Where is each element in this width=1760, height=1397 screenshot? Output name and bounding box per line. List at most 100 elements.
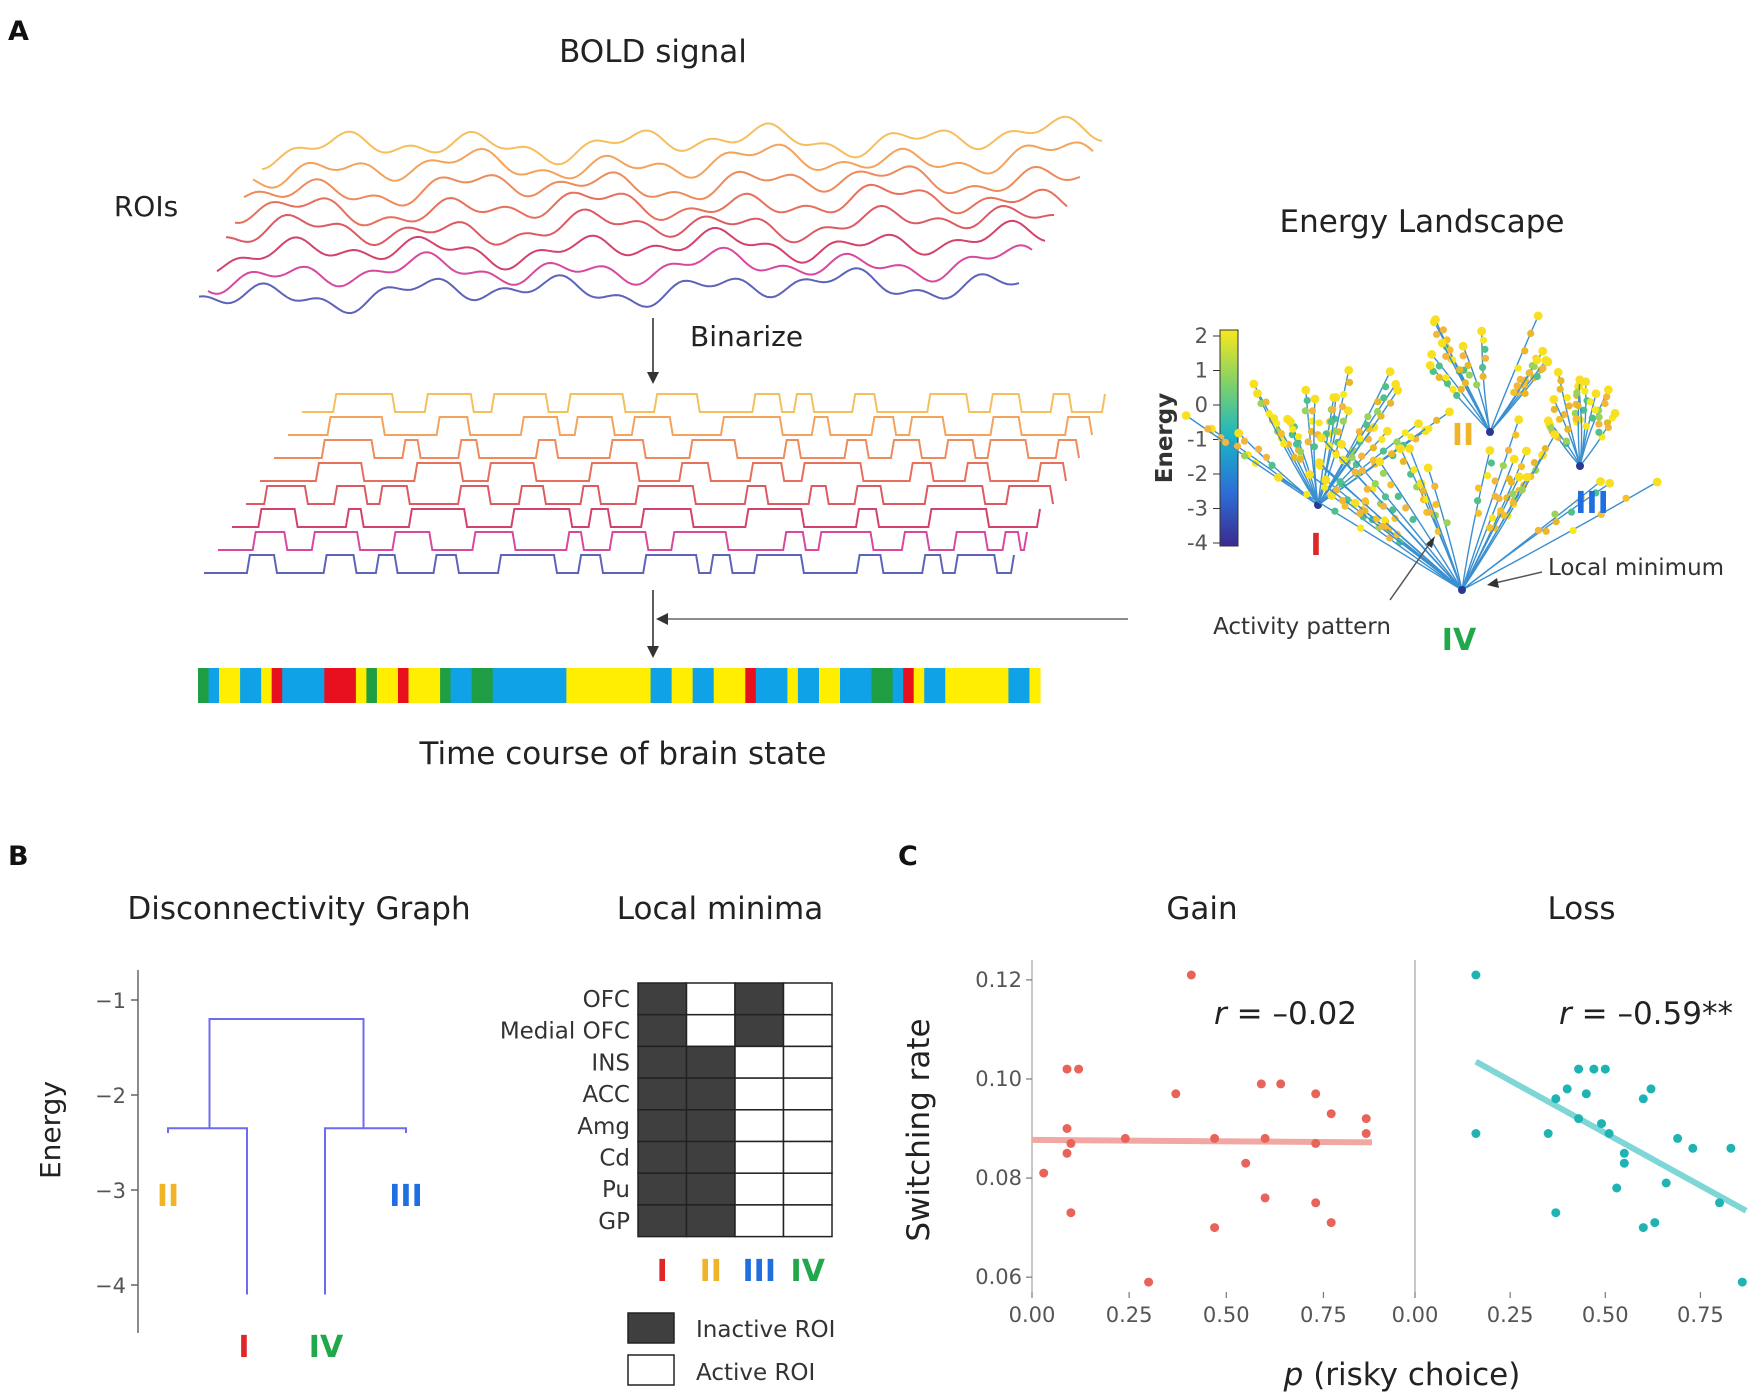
leaf-label-ii: II <box>157 1179 179 1214</box>
local-minima-title: Local minima <box>617 891 823 927</box>
data-point <box>1551 1094 1561 1104</box>
state-segment-iii <box>208 668 220 703</box>
state-segment-iii <box>534 668 546 703</box>
activity-pattern-node <box>1286 417 1295 427</box>
activity-pattern-node <box>1369 444 1377 452</box>
regression-line <box>1031 1136 1373 1146</box>
state-segment-iii <box>492 668 504 703</box>
state-segment-i <box>397 668 410 703</box>
activity-pattern-node <box>1522 446 1531 456</box>
activity-pattern-node <box>1487 459 1495 467</box>
disconnectivity-graph-title: Disconnectivity Graph <box>127 891 470 927</box>
data-point <box>1646 1084 1656 1094</box>
activity-pattern-node <box>1332 451 1340 459</box>
inactive-roi-cell <box>734 1013 785 1048</box>
data-point <box>1256 1079 1266 1089</box>
activity-pattern-node <box>1378 522 1386 531</box>
state-segment-iv <box>482 668 494 703</box>
activity-pattern-pointer <box>1389 542 1431 601</box>
landscape-branch <box>1489 315 1539 433</box>
state-segment-i <box>345 668 357 703</box>
activity-pattern-node <box>1520 380 1528 389</box>
activity-pattern-node <box>1240 452 1249 460</box>
activity-pattern-node <box>1582 422 1590 430</box>
activity-pattern-node <box>1442 352 1450 360</box>
state-segment-iii <box>755 668 767 703</box>
activity-pattern-node <box>1541 356 1551 365</box>
colorbar-tick-label: 0 <box>1195 393 1208 417</box>
activity-pattern-node <box>1473 381 1481 389</box>
activity-pattern-node <box>1533 311 1543 321</box>
activity-pattern-node <box>1569 527 1577 535</box>
data-point <box>1562 1084 1572 1094</box>
activity-pattern-node <box>1204 425 1212 433</box>
minima-column-label: II <box>700 1254 722 1289</box>
activity-pattern-node <box>1344 365 1354 375</box>
state-segment-ii <box>1029 668 1041 703</box>
activity-pattern-node <box>1485 446 1495 455</box>
state-segment-iii <box>1008 668 1020 703</box>
y-tick-label: 0.08 <box>975 1166 1022 1190</box>
y-tick-label: 0.10 <box>975 1067 1022 1091</box>
activity-pattern-node <box>1533 372 1541 381</box>
state-segment-iii <box>292 668 304 703</box>
activity-pattern-node <box>1310 394 1320 404</box>
activity-pattern-node <box>1591 406 1599 414</box>
activity-pattern-node <box>1288 431 1296 439</box>
active-roi-cell <box>782 1077 833 1111</box>
activity-pattern-node <box>1409 515 1417 524</box>
binary-trace-5 <box>246 485 1054 505</box>
activity-pattern-node <box>1433 330 1441 338</box>
activity-pattern-node <box>1575 375 1585 385</box>
activity-pattern-node <box>1449 385 1457 393</box>
state-segment-iii <box>503 668 515 703</box>
activity-pattern-node <box>1393 530 1401 539</box>
activity-pattern-node <box>1217 434 1225 442</box>
activity-pattern-node <box>1301 407 1309 415</box>
binary-trace-3 <box>274 439 1080 459</box>
activity-pattern-node <box>1481 354 1490 362</box>
inactive-roi-cell <box>637 1140 688 1174</box>
colorbar-label: Energy <box>1152 393 1178 483</box>
landscape-branch <box>1256 393 1319 506</box>
state-segment-iii <box>776 668 789 703</box>
colorbar-tick-label: -4 <box>1187 531 1208 555</box>
landscape-tree-3 <box>1543 367 1620 470</box>
activity-pattern-node <box>1338 496 1346 505</box>
landscape-branch <box>1409 448 1463 591</box>
state-segment-iii <box>808 668 820 703</box>
dendrogram-root-branch <box>208 1018 365 1129</box>
landscape-branch <box>1461 481 1658 591</box>
roi-label: Cd <box>599 1146 630 1172</box>
state-segment-ii <box>671 668 683 703</box>
correlation-value: = –0.02 <box>1227 996 1357 1032</box>
roi-label: Medial OFC <box>500 1019 630 1045</box>
y-tick-label: 0.06 <box>975 1265 1022 1289</box>
binary-trace-2 <box>288 416 1093 436</box>
activity-pattern-node <box>1543 416 1553 426</box>
activity-pattern-node <box>1358 452 1366 460</box>
activity-pattern-node <box>1564 425 1572 433</box>
activity-pattern-node <box>1374 398 1382 406</box>
activity-pattern-node <box>1389 506 1397 514</box>
legend-active-swatch <box>627 1354 675 1386</box>
active-roi-cell <box>782 982 833 1016</box>
legend-active-label: Active ROI <box>696 1360 815 1386</box>
activity-pattern-node <box>1273 420 1281 428</box>
activity-pattern-node <box>1539 364 1547 372</box>
activity-pattern-node <box>1308 407 1316 415</box>
activity-pattern-node <box>1234 428 1244 438</box>
state-segment-iii <box>766 668 778 703</box>
inactive-roi-cell <box>685 1109 736 1143</box>
state-segment-iv <box>366 668 378 703</box>
state-segment-ii <box>829 668 841 703</box>
active-roi-cell <box>782 1045 833 1079</box>
activity-pattern-node <box>1550 430 1560 439</box>
roi-label: INS <box>591 1050 630 1076</box>
activity-pattern-node <box>1371 480 1379 488</box>
activity-pattern-node <box>1383 426 1392 436</box>
x-tick-label: 0.00 <box>1392 1303 1439 1327</box>
activity-pattern-node <box>1530 459 1538 467</box>
minima-column-label: III <box>743 1254 777 1289</box>
active-roi-cell <box>734 1045 785 1079</box>
